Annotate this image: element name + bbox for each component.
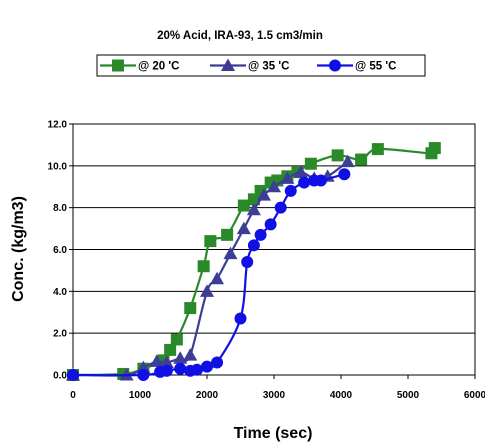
data-point	[241, 256, 254, 269]
legend-box	[96, 54, 426, 77]
data-point	[237, 199, 250, 212]
legend-label: @ 20 'C	[138, 61, 179, 73]
data-point	[67, 369, 79, 381]
data-point	[149, 354, 164, 367]
data-point	[173, 351, 188, 364]
y-tick-label: 10.0	[48, 161, 68, 172]
legend-marker	[112, 59, 124, 72]
data-point	[204, 235, 217, 248]
chart-title: 20% Acid, IRA-93, 1.5 cm3/min	[157, 30, 323, 42]
data-point	[371, 143, 384, 156]
data-point	[280, 171, 295, 184]
data-point	[428, 142, 441, 155]
data-point	[267, 179, 281, 193]
data-point	[174, 362, 187, 375]
legend: @ 20 'C @ 35 'C @ 55 'C	[96, 54, 426, 77]
x-axis-label: Time (sec)	[234, 425, 313, 442]
data-point	[234, 312, 247, 325]
data-point	[136, 360, 151, 374]
data-point	[221, 228, 234, 241]
legend-marker	[221, 58, 235, 71]
data-point	[201, 360, 213, 373]
data-point	[210, 271, 225, 285]
data-point	[184, 302, 197, 315]
series-layer	[66, 142, 441, 381]
data-point	[256, 188, 271, 201]
y-tick-label: 12.0	[48, 120, 68, 131]
data-point	[170, 333, 183, 346]
y-axis-label: Conc. (kg/m3)	[10, 196, 27, 302]
data-point	[338, 168, 351, 181]
data-point	[298, 176, 311, 189]
data-point	[246, 202, 261, 216]
data-point	[331, 149, 344, 162]
data-point	[254, 228, 267, 241]
data-point	[137, 369, 150, 381]
x-tick-label: 1000	[129, 390, 152, 401]
y-tick-label: 2.0	[53, 329, 67, 340]
legend-marker	[329, 59, 341, 72]
data-point	[164, 343, 177, 356]
x-tick-label: 5000	[397, 390, 420, 401]
data-point	[200, 284, 214, 297]
data-point	[236, 221, 251, 235]
data-point	[247, 239, 260, 252]
legend-item-1: @ 20 'C	[100, 59, 179, 73]
data-point	[314, 174, 327, 187]
data-point	[274, 201, 287, 214]
data-point	[159, 355, 174, 368]
y-tick-label: 0.0	[53, 371, 67, 382]
y-tick-label: 4.0	[53, 287, 67, 298]
data-point	[183, 348, 198, 361]
legend-label: @ 35 'C	[248, 61, 289, 73]
legend-item-2: @ 35 'C	[210, 58, 289, 73]
data-point	[264, 218, 277, 231]
data-point	[293, 165, 308, 178]
data-point	[211, 356, 224, 369]
y-tick-label: 8.0	[53, 203, 67, 214]
x-tick-label: 4000	[330, 390, 353, 401]
data-point	[190, 363, 203, 376]
x-tick-label: 0	[70, 390, 76, 401]
x-axis-ticks: 0 1000 2000 3000 4000 5000 6000	[70, 375, 485, 401]
legend-label: @ 55 'C	[355, 61, 396, 73]
y-tick-label: 6.0	[53, 245, 67, 256]
data-point	[197, 260, 210, 273]
data-point	[223, 246, 238, 260]
y-axis-ticks: 0.0 2.0 4.0 6.0 8.0 10.0 12.0	[48, 120, 73, 382]
x-tick-label: 2000	[196, 390, 219, 401]
x-tick-label: 6000	[464, 390, 485, 401]
gridlines	[73, 165, 475, 334]
data-point	[340, 154, 355, 168]
legend-item-3: @ 55 'C	[317, 59, 396, 73]
data-point	[284, 184, 297, 197]
data-point	[355, 153, 368, 166]
data-point	[160, 364, 173, 377]
x-tick-label: 3000	[263, 390, 286, 401]
data-point	[304, 157, 317, 170]
series-3	[67, 168, 351, 381]
